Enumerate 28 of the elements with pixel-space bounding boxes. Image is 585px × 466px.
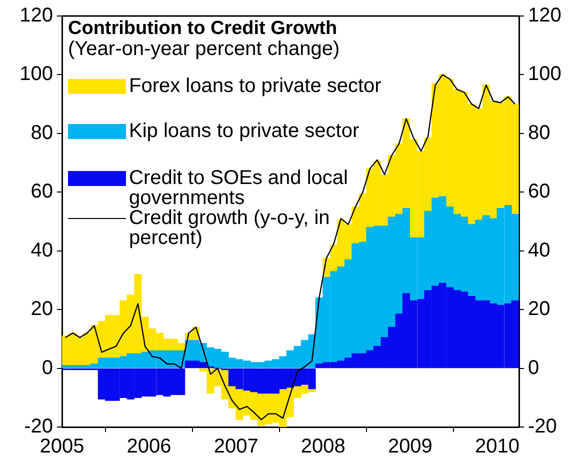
x-tick-label: 2007 [214, 436, 258, 458]
y-tick-label: 100 [20, 63, 53, 86]
y-tick-label: 80 [30, 122, 53, 144]
legend-label: Credit to SOEs and local governments [129, 167, 349, 209]
y2-tick-label: 120 [528, 4, 562, 27]
y-tick-label: -20 [24, 416, 53, 438]
legend-label: Forex loans to private sector [129, 75, 382, 97]
x-tick-label: 2009 [388, 436, 432, 458]
x-tick-label: 2006 [126, 436, 172, 458]
y-tick-label: 20 [30, 298, 53, 320]
x-tick-label: 2005 [40, 436, 84, 458]
y-tick-label: 60 [30, 180, 53, 203]
text: (Year-on-year percent change) [68, 38, 341, 60]
chart-title: Contribution to Credit Growth [68, 18, 338, 39]
x-tick-label: 2008 [300, 436, 346, 458]
x-tick-label: 2010 [474, 436, 520, 458]
y-tick-label: 0 [42, 356, 53, 379]
y2-tick-label: -20 [528, 416, 557, 438]
legend-label: Credit growth (y-o-y, in percent) [129, 207, 331, 249]
y-tick-label: 40 [30, 239, 53, 262]
y2-tick-label: 0 [528, 356, 540, 379]
y2-tick-label: 20 [528, 298, 550, 320]
y2-tick-label: 40 [528, 239, 550, 262]
y2-tick-label: 100 [528, 63, 562, 86]
legend-label: Kip loans to private sector [129, 120, 360, 142]
y2-tick-label: 60 [528, 180, 550, 203]
y2-tick-label: 80 [528, 122, 550, 144]
y-tick-label: 120 [20, 4, 53, 27]
